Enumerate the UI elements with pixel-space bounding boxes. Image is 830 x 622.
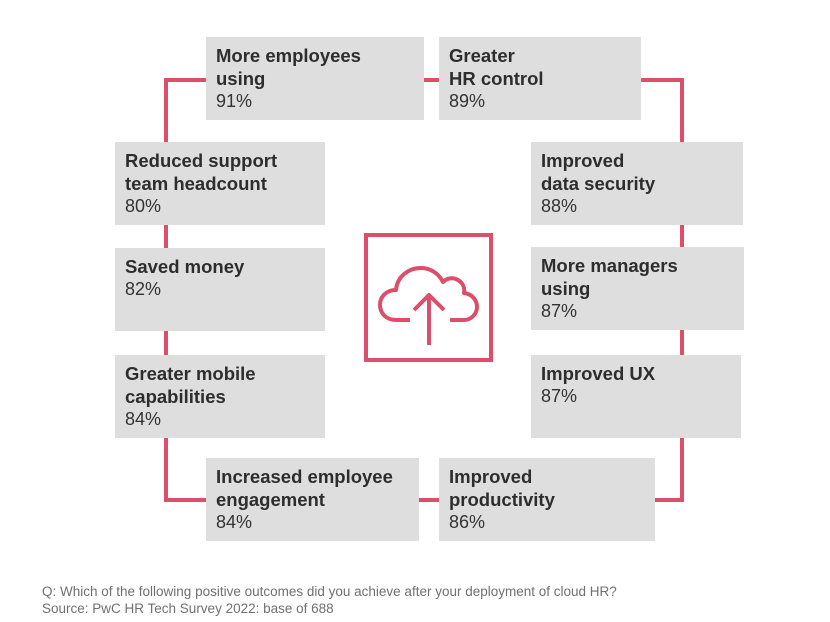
connector-line-top — [166, 78, 684, 82]
outcome-value: 87% — [541, 386, 578, 406]
survey-source: Source: PwC HR Tech Survey 2022: base of… — [42, 601, 334, 616]
outcome-label: Improved data security — [541, 150, 656, 194]
outcome-value: 82% — [125, 279, 162, 299]
outcome-box-greater-hr-control: Greater HR control 89% — [439, 37, 641, 120]
outcome-box-greater-mobile-capabilities: Greater mobile capabilities 84% — [115, 355, 325, 438]
outcome-label: Increased employee engagement — [216, 466, 393, 510]
outcome-label: Saved money — [125, 256, 245, 277]
connector-line-bottom — [164, 498, 684, 502]
outcome-box-improved-productivity: Improved productivity 86% — [439, 458, 655, 541]
survey-question: Q: Which of the following positive outco… — [42, 584, 617, 599]
outcome-value: 87% — [541, 301, 578, 321]
outcome-box-reduced-support-headcount: Reduced support team headcount 80% — [115, 142, 325, 225]
cloud-upload-icon — [378, 266, 479, 345]
outcome-value: 80% — [125, 196, 162, 216]
outcome-value: 84% — [125, 409, 162, 429]
outcome-label: More managers using — [541, 255, 678, 299]
outcome-label: Reduced support team headcount — [125, 150, 278, 194]
outcome-box-improved-data-security: Improved data security 88% — [531, 142, 743, 225]
outcome-value: 88% — [541, 196, 578, 216]
outcome-box-increased-employee-engagement: Increased employee engagement 84% — [206, 458, 419, 541]
outcome-box-improved-ux: Improved UX 87% — [531, 355, 741, 438]
center-icon-frame — [364, 233, 493, 362]
outcome-label: Greater HR control — [449, 45, 544, 89]
outcome-label: Greater mobile capabilities — [125, 363, 256, 407]
outcome-value: 86% — [449, 512, 486, 532]
outcome-label: More employees using — [216, 45, 361, 89]
outcome-box-saved-money: Saved money 82% — [115, 248, 325, 331]
outcome-box-more-managers-using: More managers using 87% — [531, 247, 744, 330]
outcome-label: Improved UX — [541, 363, 656, 384]
outcome-value: 91% — [216, 91, 253, 111]
outcome-value: 89% — [449, 91, 486, 111]
outcome-box-more-employees-using: More employees using 91% — [206, 37, 424, 120]
outcome-label: Improved productivity — [449, 466, 555, 510]
outcome-value: 84% — [216, 512, 253, 532]
